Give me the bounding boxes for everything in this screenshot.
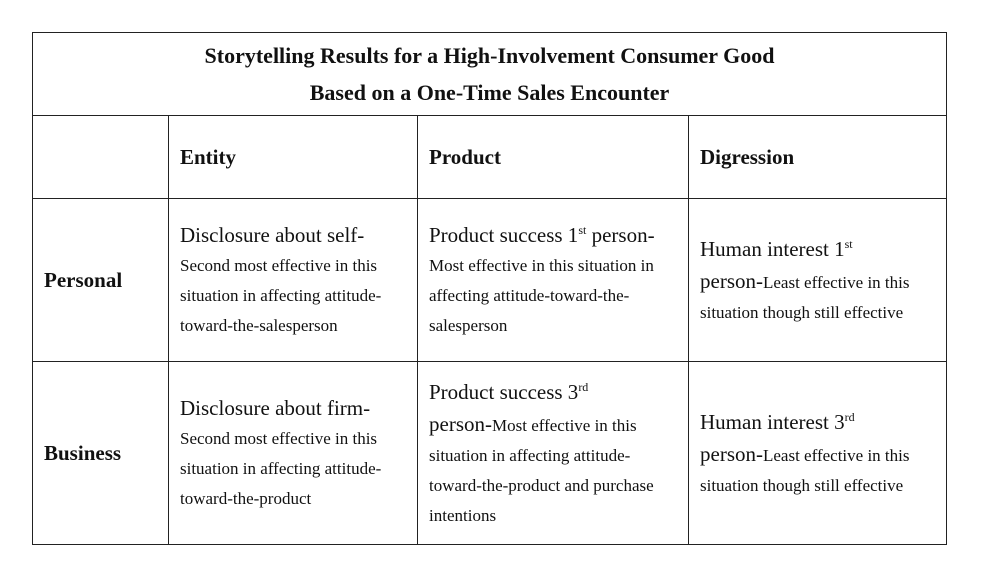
ordinal-superscript: rd xyxy=(844,409,855,424)
table-title: Storytelling Results for a High-Involvem… xyxy=(31,32,948,116)
cell-personal-entity: Disclosure about self- Second most effec… xyxy=(168,198,418,362)
lead-text-part: person- xyxy=(700,441,763,466)
cell-description: Least effective in this situation though… xyxy=(700,445,910,495)
cell-lead-text: Disclosure about firm- xyxy=(180,396,371,420)
ordinal-superscript: rd xyxy=(578,379,589,394)
table-row-business: Business Disclosure about firm- Second m… xyxy=(32,361,948,545)
ordinal-superscript: st xyxy=(844,236,853,251)
header-row: Entity Product Digression xyxy=(32,115,948,199)
cell-description: Second most effective in this situation … xyxy=(180,429,382,508)
cell-business-digression: Human interest 3rd person-Least effectiv… xyxy=(687,361,948,545)
lead-text-part: Product success 3 xyxy=(429,379,579,404)
header-cell-product: Product xyxy=(417,115,689,199)
cell-lead-text: Product success 3rd xyxy=(429,380,588,404)
cell-personal-digression: Human interest 1st person-Least effectiv… xyxy=(687,198,948,362)
row-header-personal: Personal xyxy=(32,198,169,362)
cell-description: Second most effective in this situation … xyxy=(180,256,382,335)
cell-description: Most effective in this situation in affe… xyxy=(429,415,654,525)
storytelling-results-table: Storytelling Results for a High-Involvem… xyxy=(31,32,948,545)
lead-text-part: person- xyxy=(586,223,655,247)
cell-lead-text: Human interest 3rd xyxy=(700,410,855,434)
cell-description: Least effective in this situation though… xyxy=(700,272,910,322)
cell-business-entity: Disclosure about firm- Second most effec… xyxy=(168,361,418,545)
row-header-business: Business xyxy=(32,361,169,545)
header-cell-empty xyxy=(32,115,169,199)
cell-description: Most effective in this situation in affe… xyxy=(429,256,654,335)
lead-text-part: person- xyxy=(429,411,492,436)
cell-lead-text: Human interest 1st xyxy=(700,237,853,261)
lead-text-part: Product success 1 xyxy=(429,223,579,247)
table-title-line-1: Storytelling Results for a High-Involvem… xyxy=(204,43,775,68)
header-cell-entity: Entity xyxy=(168,115,418,199)
table-title-line-2: Based on a One-Time Sales Encounter xyxy=(309,80,670,105)
header-cell-digression: Digression xyxy=(687,115,948,199)
lead-text-part: Human interest 3 xyxy=(700,409,845,434)
ordinal-superscript: st xyxy=(578,223,587,237)
table-row-personal: Personal Disclosure about self- Second m… xyxy=(32,198,948,362)
cell-personal-product: Product success 1st person- Most effecti… xyxy=(417,198,689,362)
lead-text-part: person- xyxy=(700,268,763,293)
cell-lead-text: Product success 1st person- xyxy=(429,223,655,247)
lead-text-part: Human interest 1 xyxy=(700,236,845,261)
cell-lead-text: Disclosure about self- xyxy=(180,223,365,247)
cell-business-product: Product success 3rd person-Most effectiv… xyxy=(417,361,689,545)
